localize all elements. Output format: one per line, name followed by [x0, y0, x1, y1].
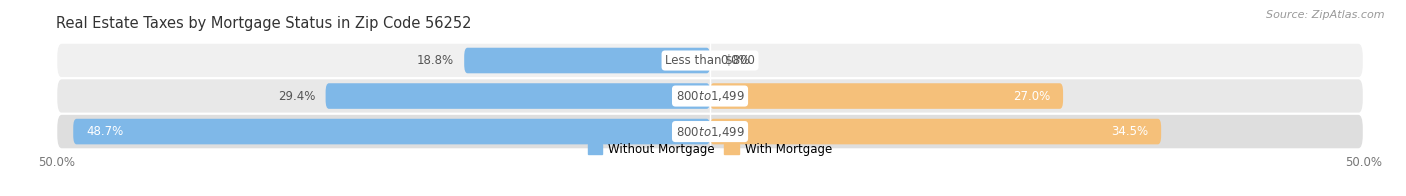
FancyBboxPatch shape [56, 43, 1364, 78]
Text: 18.8%: 18.8% [416, 54, 454, 67]
FancyBboxPatch shape [56, 114, 1364, 149]
FancyBboxPatch shape [710, 83, 1063, 109]
Text: Real Estate Taxes by Mortgage Status in Zip Code 56252: Real Estate Taxes by Mortgage Status in … [56, 16, 472, 31]
FancyBboxPatch shape [710, 119, 1161, 144]
Text: $800 to $1,499: $800 to $1,499 [675, 89, 745, 103]
Text: Less than $800: Less than $800 [665, 54, 755, 67]
FancyBboxPatch shape [326, 83, 710, 109]
Legend: Without Mortgage, With Mortgage: Without Mortgage, With Mortgage [588, 143, 832, 156]
Text: 29.4%: 29.4% [278, 90, 315, 103]
Text: 27.0%: 27.0% [1012, 90, 1050, 103]
Text: 48.7%: 48.7% [86, 125, 124, 138]
FancyBboxPatch shape [464, 48, 710, 73]
Text: $800 to $1,499: $800 to $1,499 [675, 125, 745, 139]
Text: Source: ZipAtlas.com: Source: ZipAtlas.com [1267, 10, 1385, 20]
Text: 34.5%: 34.5% [1111, 125, 1149, 138]
FancyBboxPatch shape [56, 78, 1364, 114]
FancyBboxPatch shape [73, 119, 710, 144]
Text: 0.0%: 0.0% [720, 54, 751, 67]
